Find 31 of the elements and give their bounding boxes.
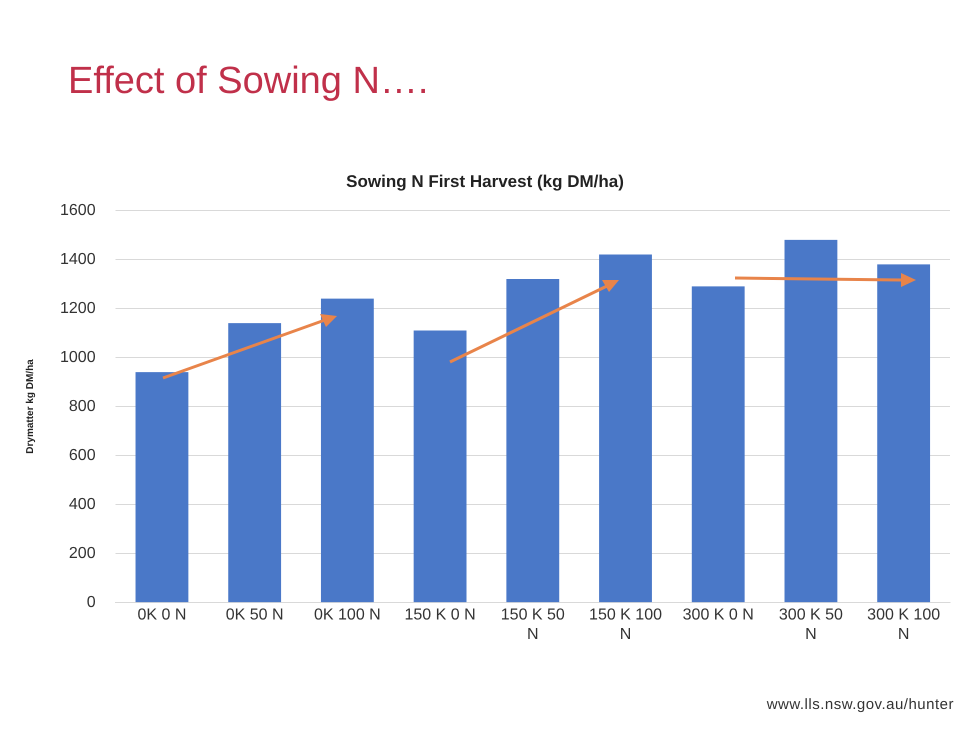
y-tick-label: 200 bbox=[68, 544, 96, 562]
y-tick-label: 1000 bbox=[60, 348, 96, 366]
x-tick-label: 150 K 100 N bbox=[589, 606, 662, 643]
x-tick-label: 300 K 50 N bbox=[778, 606, 844, 643]
bar bbox=[320, 298, 374, 602]
bar bbox=[414, 330, 467, 602]
x-tick-label: 150 K 0 N bbox=[404, 606, 476, 624]
x-tick-label: 150 K 50 N bbox=[500, 606, 565, 643]
y-tick-label: 600 bbox=[68, 446, 96, 464]
x-tick-label: 300 K 100 N bbox=[867, 606, 940, 643]
y-tick-label: 800 bbox=[68, 398, 96, 415]
bar bbox=[877, 264, 930, 602]
x-tick-label: 300 K 0 N bbox=[682, 606, 754, 624]
bar bbox=[784, 240, 838, 602]
bar bbox=[506, 279, 560, 602]
bar bbox=[692, 286, 745, 602]
x-tick-label: 0K 100 N bbox=[314, 606, 381, 624]
x-tick-label: 0K 0 N bbox=[137, 606, 186, 624]
text: Effect of Sowing N…. bbox=[68, 60, 428, 103]
bar bbox=[136, 372, 188, 602]
chart-title: Sowing N First Harvest (kg DM/ha) bbox=[346, 172, 624, 191]
x-tick-label: 0K 50 N bbox=[226, 606, 284, 624]
text: www.lls.nsw.gov.au/hunter bbox=[766, 696, 954, 713]
bar bbox=[599, 254, 652, 602]
bar bbox=[228, 323, 282, 602]
y-tick-label: 1600 bbox=[60, 202, 96, 219]
y-axis-title: Drymatter kg DM/ha bbox=[24, 358, 36, 454]
y-tick-label: 1200 bbox=[60, 300, 96, 317]
y-tick-label: 1400 bbox=[60, 250, 96, 268]
y-tick-label: 0 bbox=[86, 594, 96, 612]
y-tick-label: 400 bbox=[68, 496, 96, 513]
